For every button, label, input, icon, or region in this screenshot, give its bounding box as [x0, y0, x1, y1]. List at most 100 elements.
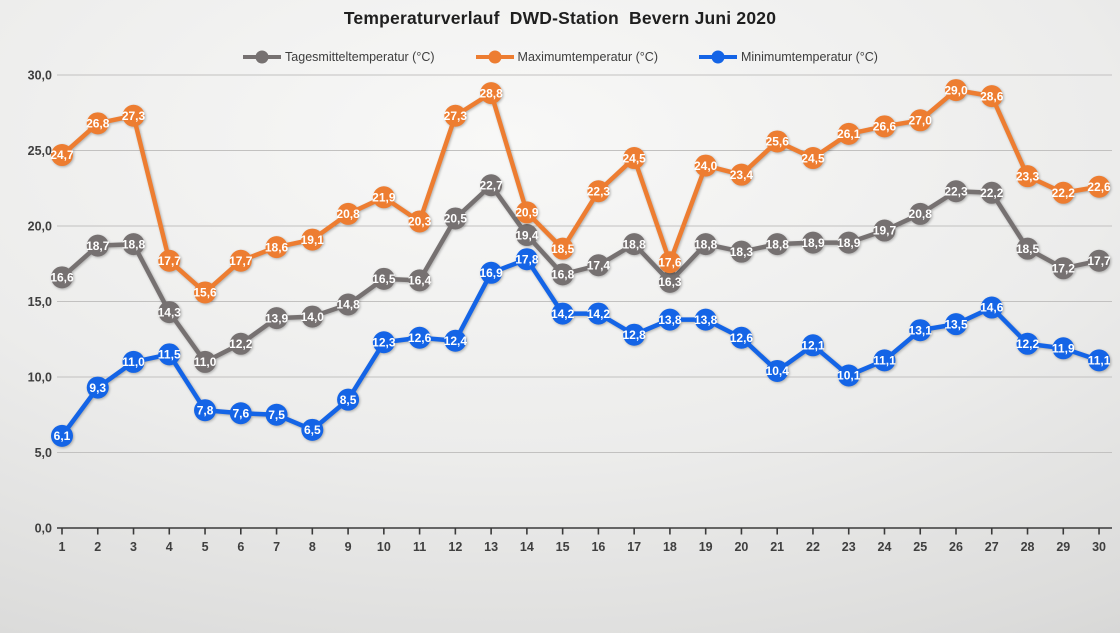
data-point-label: 7,6: [232, 406, 249, 420]
data-point-label: 26,6: [873, 120, 897, 134]
data-point-label: 18,3: [730, 245, 754, 259]
legend-label: Maximumtemperatur (°C): [517, 50, 658, 64]
series-Maximumtemperatur (°C): 24,7 26,8 27,3 17,7 15,6 17,7 18,6 19,1 20,8 21,9…: [50, 79, 1111, 304]
data-point-label: 19,1: [301, 233, 325, 247]
data-point-marker: [801, 147, 824, 170]
x-axis-label: 27: [985, 540, 999, 554]
data-point-label: 22,2: [980, 186, 1004, 200]
data-point-marker: [51, 144, 73, 167]
series-line: [59, 182, 1102, 365]
legend-item: Tagesmitteltemperatur (°C): [242, 50, 435, 64]
x-axis-label: 2: [94, 540, 101, 554]
data-point-label: 17,8: [515, 252, 539, 266]
x-axis-label: 19: [699, 540, 713, 554]
data-point-label: 6,1: [54, 429, 71, 443]
x-axis-label: 3: [130, 540, 137, 554]
data-point-marker: [587, 180, 610, 203]
data-point-marker: [587, 302, 610, 325]
data-point-marker: [801, 231, 824, 254]
data-point-label: 11,5: [158, 348, 181, 362]
data-point-label: 16,8: [551, 268, 575, 282]
data-point-label: 11,0: [194, 355, 217, 369]
data-point-label: 14,6: [980, 301, 1004, 315]
data-point-label: 27,3: [444, 109, 468, 123]
data-point-label: 16,5: [372, 272, 396, 286]
data-point-label: 11,0: [122, 355, 145, 369]
data-point-label: 27,0: [909, 114, 933, 128]
data-point-label: 12,2: [229, 337, 253, 351]
data-point-marker: [1088, 175, 1111, 198]
data-point-marker: [551, 263, 574, 286]
data-point-label: 17,7: [1087, 254, 1111, 268]
x-axis-label: 18: [663, 540, 677, 554]
x-axis-label: 6: [237, 540, 244, 554]
data-point-label: 26,8: [86, 117, 110, 131]
data-point-marker: [730, 326, 753, 349]
data-point-label: 17,4: [587, 258, 611, 272]
data-point-marker: [194, 399, 217, 422]
data-point-label: 24,5: [622, 151, 646, 165]
data-point-marker: [480, 82, 503, 105]
data-point-marker: [980, 296, 1003, 319]
data-point-marker: [730, 240, 753, 263]
data-point-label: 11,9: [1052, 342, 1075, 356]
data-point-label: 18,8: [622, 237, 646, 251]
data-point-label: 20,8: [336, 207, 360, 221]
data-point-label: 16,4: [408, 274, 432, 288]
x-axis-label: 14: [520, 540, 534, 554]
x-axis-label: 24: [878, 540, 892, 554]
data-point-label: 20,8: [909, 207, 933, 221]
data-point-label: 16,3: [658, 275, 682, 289]
data-point-marker: [372, 331, 395, 354]
data-point-marker: [194, 281, 217, 304]
data-point-marker: [265, 403, 288, 426]
data-point-marker: [265, 307, 288, 330]
x-axis-label: 20: [734, 540, 748, 554]
chart-title: Temperaturverlauf DWD-Station Bevern Jun…: [343, 8, 777, 28]
data-point-marker: [694, 154, 717, 177]
data-point-marker: [444, 104, 467, 127]
x-axis-label: 25: [913, 540, 927, 554]
data-point-label: 26,1: [837, 127, 861, 141]
data-point-label: 28,8: [479, 86, 503, 100]
data-point-label: 18,8: [694, 237, 718, 251]
x-axis-label: 4: [166, 540, 173, 554]
data-point-marker: [837, 231, 860, 254]
data-point-label: 18,9: [837, 236, 861, 250]
x-axis-label: 17: [627, 540, 641, 554]
x-axis-label: 11: [413, 540, 426, 554]
data-point-label: 12,2: [1016, 337, 1040, 351]
data-point-marker: [1052, 337, 1075, 360]
data-point-marker: [945, 79, 967, 102]
data-point-label: 18,8: [766, 237, 790, 251]
data-point-label: 29,0: [944, 83, 968, 97]
data-point-label: 23,3: [1016, 169, 1040, 183]
x-axis-label: 13: [484, 540, 498, 554]
legend-label: Tagesmitteltemperatur (°C): [285, 50, 435, 64]
legend-item: Maximumtemperatur (°C): [475, 50, 658, 64]
data-point-marker: [909, 319, 932, 342]
data-point-marker: [980, 85, 1003, 108]
data-point-label: 17,7: [229, 254, 253, 268]
data-point-label: 18,9: [801, 236, 825, 250]
data-point-label: 14,3: [158, 305, 182, 319]
data-point-marker: [86, 376, 109, 399]
series-line: [59, 256, 1102, 439]
data-point-marker: [158, 249, 181, 272]
x-axis-label: 10: [377, 540, 391, 554]
data-point-marker: [873, 219, 896, 242]
data-point-marker: [301, 228, 324, 251]
data-point-marker: [515, 248, 538, 271]
data-point-marker: [408, 326, 431, 349]
data-point-label: 12,1: [801, 338, 825, 352]
data-point-label: 18,8: [122, 237, 146, 251]
data-point-marker: [730, 163, 753, 186]
data-point-label: 17,7: [158, 254, 182, 268]
data-point-marker: [766, 359, 789, 382]
legend-label: Minimumtemperatur (°C): [740, 50, 878, 64]
data-point-marker: [1088, 249, 1111, 272]
x-axis-label: 9: [345, 540, 352, 554]
y-axis-label: 15,0: [28, 295, 52, 309]
data-point-label: 14,2: [587, 307, 611, 321]
